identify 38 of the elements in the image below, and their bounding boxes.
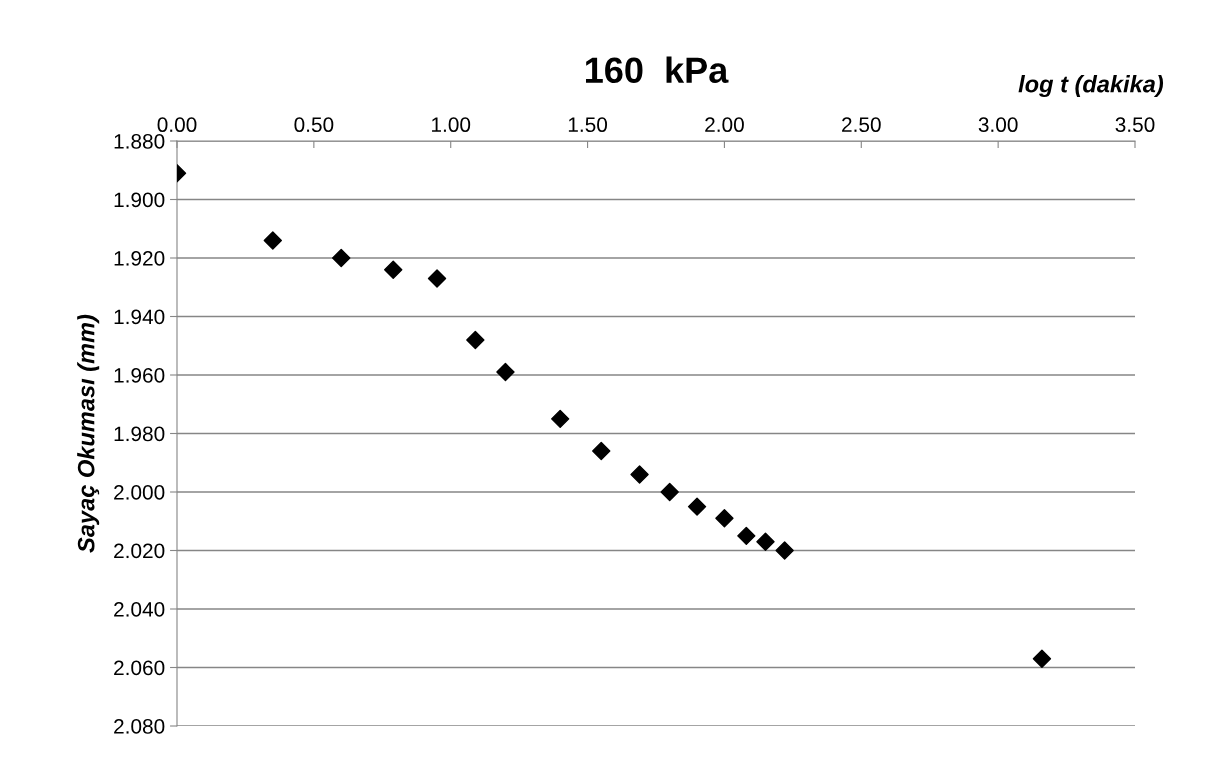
point <box>332 248 351 268</box>
y-tick-label: 1.880 <box>114 134 165 149</box>
x-tick-label: 2.50 <box>842 117 881 133</box>
y-tick-label: 2.000 <box>114 485 165 500</box>
y-tick-label: 1.960 <box>114 368 165 383</box>
y-tick-label: 1.900 <box>114 192 165 208</box>
point <box>263 231 283 250</box>
y-tick-label: 1.980 <box>114 426 165 442</box>
point <box>630 465 649 484</box>
point <box>1032 649 1052 668</box>
x-tick-label: 1.50 <box>568 117 608 133</box>
x-tick-label: 1.00 <box>432 117 471 133</box>
point <box>427 269 447 288</box>
point <box>687 497 707 516</box>
x-tick-label: 0.00 <box>157 117 197 133</box>
y-tick-label: 1.940 <box>114 309 165 325</box>
y-tick-label: 2.040 <box>114 602 165 617</box>
point <box>715 509 734 528</box>
point <box>550 409 570 429</box>
y-tick-label: 1.920 <box>114 251 165 266</box>
x-tick-label: 3.00 <box>978 117 1018 133</box>
x-tick-label: 2.00 <box>705 117 744 133</box>
y-tick-label: 2.060 <box>114 660 165 676</box>
y-tick-label: 2.080 <box>114 719 165 734</box>
x-tick-label: 3.50 <box>1115 117 1155 133</box>
y-axis-title: Sayaç Okuması (mm) <box>77 314 100 553</box>
point <box>592 441 611 461</box>
x-tick-label: 0.50 <box>294 117 334 133</box>
point <box>775 541 794 560</box>
point <box>496 362 515 382</box>
point <box>737 526 756 546</box>
chart-title: 160 kPa <box>586 56 729 84</box>
point <box>756 532 775 551</box>
x-axis-title: log t (dakika) <box>1018 75 1164 98</box>
point <box>660 482 679 502</box>
point <box>384 260 403 279</box>
y-tick-label: 2.020 <box>114 543 165 559</box>
point <box>466 330 485 350</box>
